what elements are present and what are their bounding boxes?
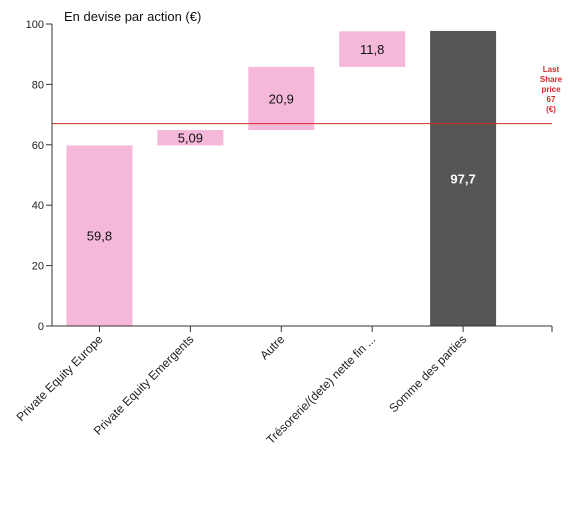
reference-label-line-2: Share [540,75,563,84]
bar-1 [66,145,133,326]
bar-4 [339,31,406,67]
bar-value-label-1: 59,8 [87,229,112,244]
reference-label-line-1: Last [543,65,560,74]
x-tick-label-4: Trésorerie/(dete) nette fin ... [264,332,379,447]
y-tick-label-0: 0 [38,321,44,333]
y-tick-label-60: 60 [32,140,44,152]
reference-label-line-3: price [541,85,561,94]
y-tick-label-100: 100 [26,19,44,31]
reference-label-line-5: (€) [546,105,556,114]
bar-2 [157,130,224,146]
y-tick-label-80: 80 [32,79,44,91]
y-tick-label-20: 20 [32,261,44,273]
y-tick-label-40: 40 [32,200,44,212]
x-tick-label-2: Private Equity Emergents [91,332,197,438]
bar-value-label-2: 5,09 [178,131,203,146]
bar-3 [248,66,315,131]
bar-value-label-4: 11,8 [360,42,384,57]
x-tick-label-1: Private Equity Europe [14,332,106,424]
y-axis-title: En devise par action (€) [64,9,201,24]
x-tick-label-3: Autre [257,332,287,362]
bar-value-label-3: 20,9 [269,91,294,106]
bar-5 [430,30,497,327]
reference-label-line-4: 67 [547,95,556,104]
bar-value-label-5: 97,7 [450,171,475,186]
x-tick-label-5: Somme des parties [386,332,469,415]
